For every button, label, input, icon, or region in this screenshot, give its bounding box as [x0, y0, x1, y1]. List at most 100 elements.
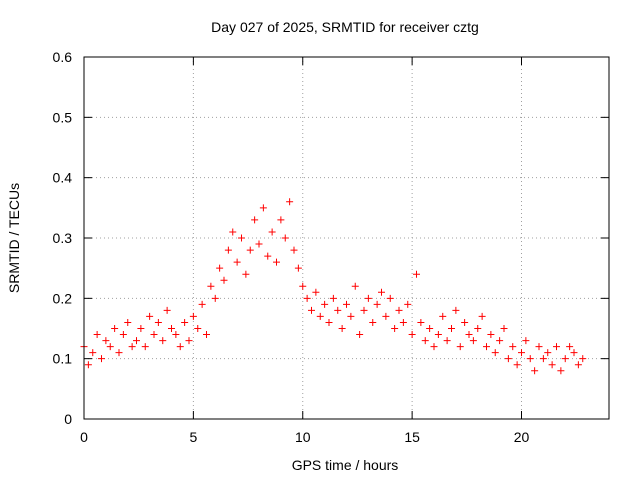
data-point [277, 216, 285, 224]
data-point [308, 306, 315, 314]
data-point [509, 343, 517, 351]
data-point [176, 343, 184, 351]
data-point [329, 294, 337, 302]
x-tick-label: 15 [404, 429, 420, 445]
data-point [264, 252, 272, 260]
x-axis-label: GPS time / hours [292, 457, 399, 473]
data-point [399, 318, 407, 326]
data-point [413, 270, 420, 278]
y-tick-label: 0.1 [53, 351, 73, 367]
data-point [452, 306, 460, 314]
y-tick-label: 0.4 [53, 170, 73, 186]
data-point [351, 282, 359, 290]
data-point [391, 325, 399, 332]
data-point [518, 349, 525, 357]
data-point [526, 355, 534, 363]
data-point [115, 349, 123, 357]
data-point [299, 282, 307, 290]
data-point [574, 361, 582, 369]
data-point [443, 337, 451, 345]
data-point [474, 325, 482, 332]
chart-title: Day 027 of 2025, SRMTID for receiver czt… [211, 19, 479, 35]
data-point [364, 294, 372, 302]
data-point [84, 361, 92, 369]
data-point [408, 331, 416, 339]
axis-ticks: 0 0.1 0.2 0.3 0.4 0.5 0.6 0 5 10 15 20 [53, 49, 609, 445]
data-point [378, 288, 385, 296]
data-point [102, 337, 110, 345]
data-point [553, 343, 560, 351]
data-point [579, 355, 587, 363]
data-point [185, 337, 193, 345]
data-point [181, 318, 189, 326]
data-point [465, 331, 473, 339]
data-point [478, 312, 486, 320]
data-point [290, 246, 298, 254]
data-point [338, 325, 346, 332]
data-point [303, 294, 311, 302]
data-point [500, 325, 508, 332]
data-point [229, 228, 237, 236]
data-point [334, 306, 342, 314]
data-point [504, 355, 512, 363]
x-tick-label: 5 [189, 429, 197, 445]
data-point [281, 234, 289, 242]
data-point [203, 331, 210, 339]
data-point [426, 325, 434, 332]
data-point [189, 312, 197, 320]
data-point [238, 234, 245, 242]
data-point [242, 270, 250, 278]
data-point [373, 300, 381, 308]
y-tick-label: 0.5 [53, 109, 73, 125]
y-axis-label: SRMTID / TECUs [6, 183, 22, 293]
data-point [211, 294, 219, 302]
data-point [207, 282, 215, 290]
data-point [224, 246, 232, 254]
data-point [246, 246, 254, 254]
data-point [198, 300, 206, 308]
data-point [491, 349, 499, 357]
data-point [168, 325, 175, 332]
data-point [448, 325, 455, 332]
data-point [439, 312, 447, 320]
data-point [294, 264, 302, 272]
data-point [513, 361, 521, 369]
data-point [259, 204, 267, 212]
data-point [386, 294, 394, 302]
data-point [417, 318, 425, 326]
y-tick-label: 0.6 [53, 49, 73, 65]
data-point [570, 349, 578, 357]
x-tick-label: 10 [295, 429, 311, 445]
y-tick-label: 0.3 [53, 230, 73, 246]
x-tick-label: 20 [514, 429, 530, 445]
data-point [321, 300, 329, 308]
data-point [255, 240, 263, 248]
data-point [561, 355, 569, 363]
grid-lines [84, 57, 609, 419]
data-point [128, 343, 136, 351]
plot-frame [83, 56, 610, 420]
data-point [356, 331, 364, 339]
data-point [106, 343, 114, 351]
data-point [360, 306, 368, 314]
data-point [483, 343, 490, 351]
data-point [216, 264, 224, 272]
data-point [434, 331, 442, 339]
data-point [421, 337, 429, 345]
data-point [194, 325, 202, 332]
data-point [404, 300, 412, 308]
data-point [159, 337, 167, 345]
data-point [496, 337, 504, 345]
data-point [124, 318, 132, 326]
data-point [154, 318, 162, 326]
data-point [461, 318, 469, 326]
data-point [119, 331, 127, 339]
data-point [469, 337, 477, 345]
data-point [251, 216, 259, 224]
x-tick-label: 0 [80, 429, 88, 445]
y-tick-label: 0.2 [53, 290, 73, 306]
data-point [369, 318, 377, 326]
data-point [273, 258, 280, 266]
data-point [286, 198, 294, 206]
data-point [325, 318, 333, 326]
